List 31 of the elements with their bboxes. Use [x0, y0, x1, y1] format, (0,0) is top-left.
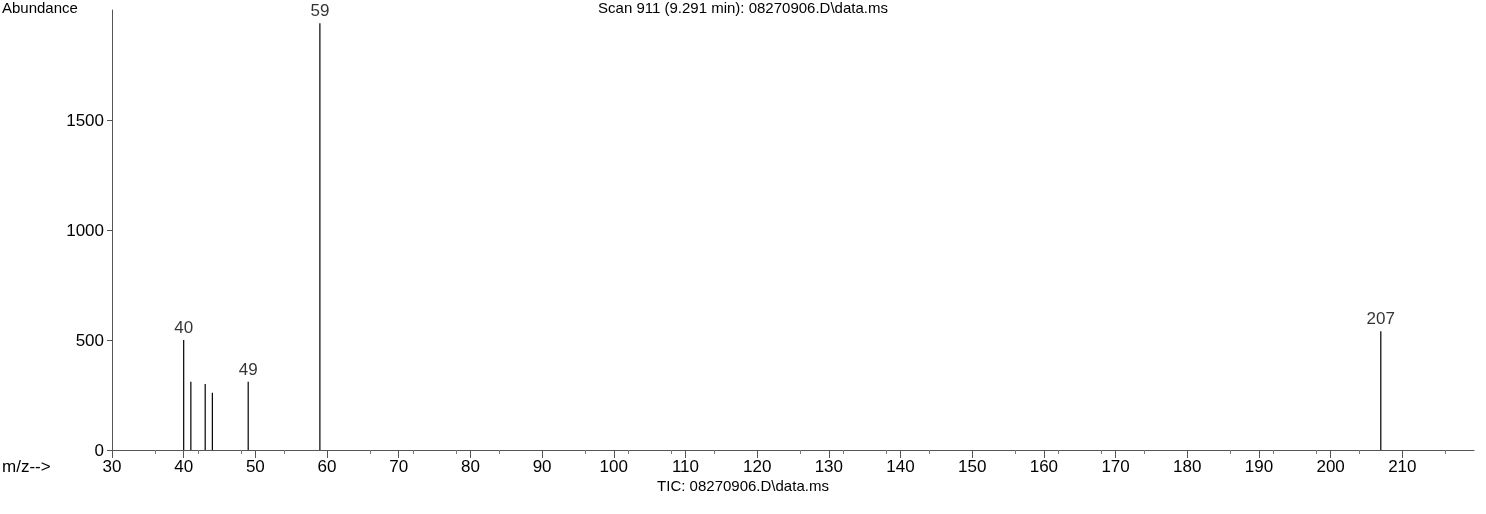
- x-tick-label: 110: [671, 457, 700, 476]
- x-tick-label: 160: [1029, 457, 1059, 476]
- x-tick-label: 100: [599, 457, 628, 476]
- x-tick-label: 120: [742, 457, 772, 476]
- x-axis-title: m/z-->: [2, 457, 51, 476]
- x-tick-label: 150: [958, 457, 987, 476]
- x-tick-label: 210: [1388, 457, 1417, 476]
- y-axis-title: Abundance: [2, 0, 78, 16]
- y-tick-label: 0: [94, 440, 104, 460]
- x-tick-label: 200: [1316, 457, 1345, 476]
- x-tick-label: 50: [245, 457, 265, 476]
- x-tick-label: 70: [389, 457, 409, 476]
- annotation: 40: [174, 318, 194, 337]
- annotation: 207: [1366, 309, 1395, 329]
- y-tick-label: 1500: [66, 110, 104, 130]
- text: TIC: 08270906.D\data.ms: [657, 477, 829, 494]
- x-tick-label: 40: [174, 457, 194, 476]
- x-tick-label: 180: [1173, 457, 1202, 476]
- chart-title: Scan 911 (9.291 min): 08270906.D\data.ms: [598, 0, 888, 16]
- y-tick-label: 1000: [66, 220, 104, 240]
- x-tick-label: 90: [532, 457, 552, 476]
- x-tick-label: 130: [814, 457, 844, 476]
- annotation: 49: [238, 359, 258, 379]
- y-tick-label: 500: [75, 330, 104, 350]
- annotation: 59: [310, 1, 330, 21]
- x-tick-label: 30: [102, 457, 122, 476]
- x-tick-label: 140: [886, 457, 915, 476]
- x-tick-label: 80: [460, 457, 480, 476]
- x-tick-label: 170: [1101, 457, 1130, 476]
- x-tick-label: 60: [317, 457, 337, 476]
- x-tick-label: 190: [1244, 457, 1274, 476]
